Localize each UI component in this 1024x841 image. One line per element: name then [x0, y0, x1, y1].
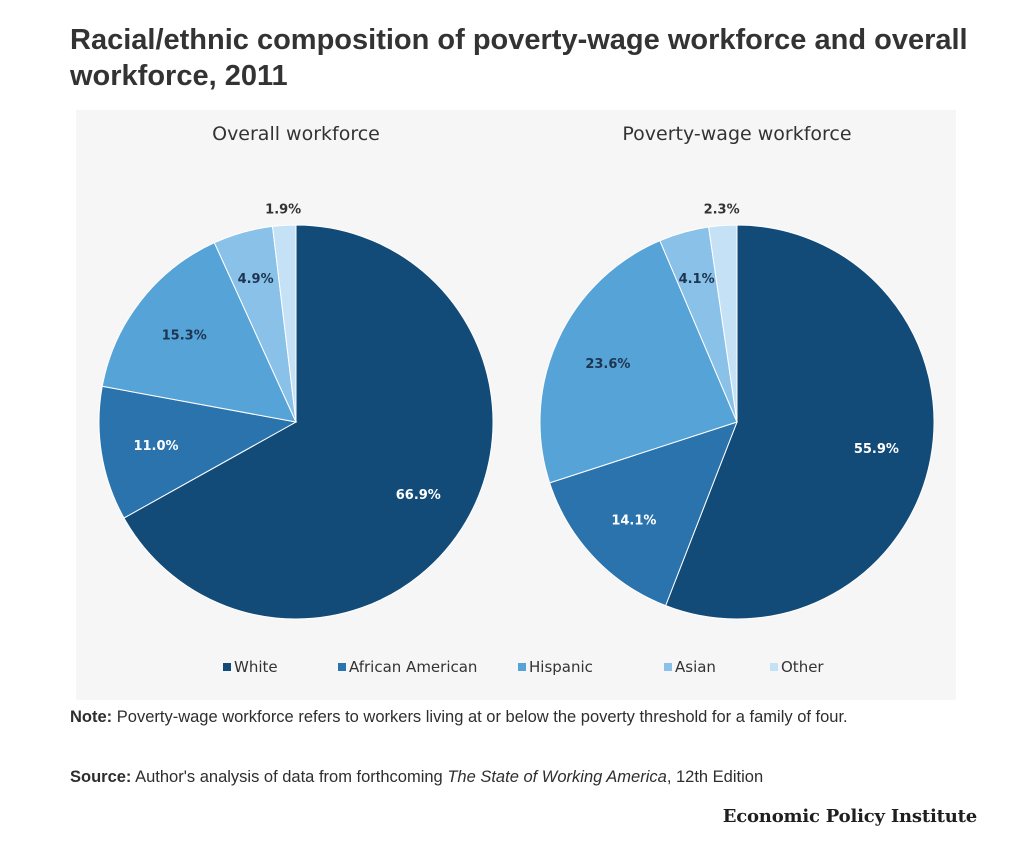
chart-title: Racial/ethnic composition of poverty-wag… [70, 24, 968, 92]
source-text: Author's analysis of data from forthcomi… [131, 768, 448, 786]
pie-label-1-white: 55.9% [854, 442, 899, 457]
pie-slice-0-hispanic [101, 242, 297, 423]
pie-label-0-african-american: 11.0% [133, 439, 178, 454]
pie-label-0-hispanic: 15.3% [162, 329, 207, 344]
pie-charts: Overall workforce 66.9% 11.0% 15.3% 4.9% 1.9%… [98, 123, 935, 676]
pie-label-1-african-american: 14.1% [611, 513, 656, 528]
pie-title-1: Poverty-wage workforce [622, 123, 851, 145]
pie-label-1-asian: 4.1% [679, 272, 715, 287]
pie-label-1-hispanic: 23.6% [585, 357, 630, 372]
note-label: Note: [70, 708, 113, 726]
pie-label-1-other: 2.3% [704, 203, 740, 218]
note-text: Poverty-wage workforce refers to workers… [112, 708, 848, 726]
legend-label-white: White [234, 658, 278, 676]
legend-swatch-other [770, 663, 778, 671]
publisher-logo-text: Economic Policy Institute [722, 806, 977, 827]
legend-swatch-african-american [338, 663, 346, 671]
legend-swatch-asian [664, 663, 672, 671]
pie-slice-0-african-american [98, 385, 298, 519]
source-label: Source: [70, 768, 132, 786]
pie-slice-1-hispanic [539, 240, 738, 484]
legend-swatch-white [223, 663, 231, 671]
source-edition: , 12th Edition [666, 768, 764, 786]
chart-note: Note: Poverty-wage workforce refers to w… [70, 705, 970, 729]
legend-label-hispanic: Hispanic [529, 658, 593, 676]
pie-slice-0-white [123, 224, 494, 620]
pie-label-0-asian: 4.9% [238, 272, 274, 287]
pie-title-0: Overall workforce [212, 123, 380, 145]
pie-slice-1-other [708, 224, 738, 423]
pie-slice-0-other [271, 224, 297, 423]
legend-swatch-hispanic [518, 663, 526, 671]
legend-label-other: Other [781, 658, 824, 676]
legend-label-asian: Asian [675, 658, 716, 676]
chart-area: Overall workforce 66.9% 11.0% 15.3% 4.9% 1.9%… [76, 110, 956, 700]
legend-label-african-american: African American [349, 658, 477, 676]
pie-slice-1-white [664, 224, 935, 620]
pie-label-0-other: 1.9% [265, 202, 301, 217]
source-publication: The State of Working America [447, 768, 667, 786]
pie-label-0-white: 66.9% [396, 488, 441, 503]
chart-source: Source: Author's analysis of data from f… [70, 765, 970, 789]
